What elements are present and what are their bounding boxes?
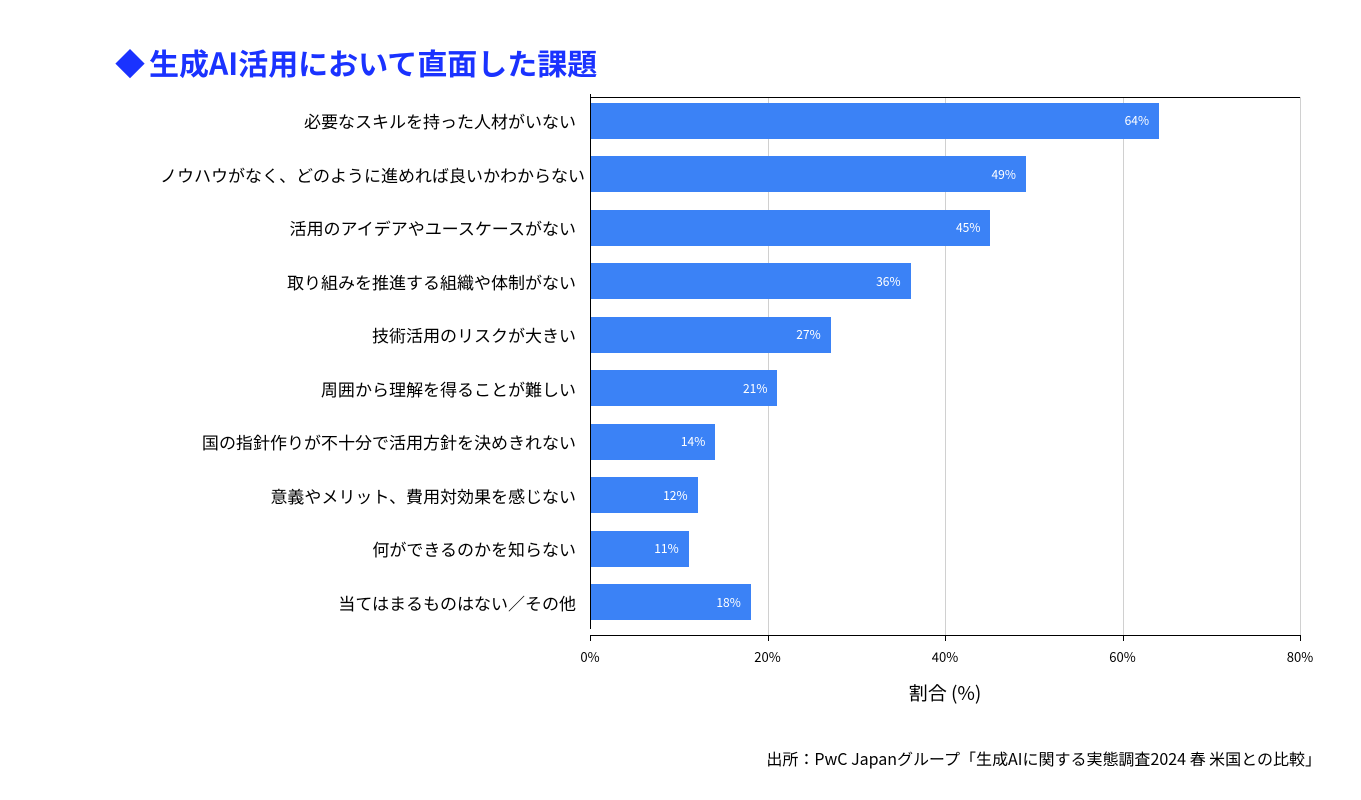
title-text: 生成AI活用において直面した課題 (149, 40, 597, 84)
tick-mark (945, 635, 946, 641)
bar-label: 当てはまるものはない／その他 (160, 590, 590, 615)
bar-track: 11% (590, 522, 1300, 576)
bar-label: 周囲から理解を得ることが難しい (160, 376, 590, 401)
source-text: 出所：PwC Japanグループ「生成AIに関する実態調査2024 春 米国との… (766, 746, 1321, 770)
bar-label: 国の指針作りが不十分で活用方針を決めきれない (160, 429, 590, 454)
bar-value: 18% (716, 594, 740, 611)
bar-row: 何ができるのかを知らない 11% (160, 522, 1320, 576)
bar-track: 64% (590, 94, 1300, 148)
x-tick-label: 0% (580, 647, 599, 666)
bar-label: 何ができるのかを知らない (160, 536, 590, 561)
tick-mark (590, 635, 591, 641)
tick-mark (768, 635, 769, 641)
bar: 14% (591, 424, 715, 460)
x-axis-label: 割合 (%) (590, 679, 1300, 706)
x-tick-label: 60% (1109, 647, 1135, 666)
chart-title: ◆ 生成AI活用において直面した課題 (115, 40, 1321, 84)
x-ticks: 0%20%40%60%80% (590, 635, 1300, 667)
x-tick-label: 20% (754, 647, 780, 666)
bar-track: 36% (590, 255, 1300, 309)
bar: 49% (591, 156, 1026, 192)
bar-label: 技術活用のリスクが大きい (160, 322, 590, 347)
bar: 27% (591, 317, 831, 353)
bar-value: 14% (681, 433, 705, 450)
bar-track: 27% (590, 308, 1300, 362)
bar-value: 11% (654, 540, 678, 557)
bar: 18% (591, 584, 751, 620)
bar-row: 取り組みを推進する組織や体制がない 36% (160, 255, 1320, 309)
bar-row: 国の指針作りが不十分で活用方針を決めきれない 14% (160, 415, 1320, 469)
bar-value: 27% (796, 326, 820, 343)
bar-label: 取り組みを推進する組織や体制がない (160, 269, 590, 294)
bar-label: 必要なスキルを持った人材がいない (160, 108, 590, 133)
bar-track: 18% (590, 576, 1300, 630)
bar-value: 49% (992, 166, 1016, 183)
title-bullet-icon: ◆ (115, 40, 145, 84)
bar-label: 意義やメリット、費用対効果を感じない (160, 483, 590, 508)
bar-value: 36% (876, 273, 900, 290)
bar-value: 12% (663, 487, 687, 504)
chart-area: 必要なスキルを持った人材がいない 64% ノウハウがなく、どのように進めれば良いかわ… (160, 94, 1320, 706)
bar-value: 21% (743, 380, 767, 397)
bar: 64% (591, 103, 1159, 139)
bar-label: ノウハウがなく、どのように進めれば良いかわからない (160, 162, 590, 187)
tick-mark (1300, 635, 1301, 641)
x-tick-label: 40% (932, 647, 958, 666)
bar-track: 12% (590, 469, 1300, 523)
tick-mark (1123, 635, 1124, 641)
bar-track: 45% (590, 201, 1300, 255)
bar: 36% (591, 263, 911, 299)
bar-row: 技術活用のリスクが大きい 27% (160, 308, 1320, 362)
bar-rows: 必要なスキルを持った人材がいない 64% ノウハウがなく、どのように進めれば良いかわ… (160, 94, 1320, 629)
bar-track: 14% (590, 415, 1300, 469)
bar-value: 45% (956, 219, 980, 236)
bar: 11% (591, 531, 689, 567)
bar-row: 意義やメリット、費用対効果を感じない 12% (160, 469, 1320, 523)
bar-row: 活用のアイデアやユースケースがない 45% (160, 201, 1320, 255)
bar-track: 49% (590, 148, 1300, 202)
bar: 21% (591, 370, 777, 406)
bar-row: 必要なスキルを持った人材がいない 64% (160, 94, 1320, 148)
bar-row: 周囲から理解を得ることが難しい 21% (160, 362, 1320, 416)
bar-row: ノウハウがなく、どのように進めれば良いかわからない 49% (160, 148, 1320, 202)
bar-label: 活用のアイデアやユースケースがない (160, 215, 590, 240)
bar-track: 21% (590, 362, 1300, 416)
bar: 12% (591, 477, 698, 513)
bar: 45% (591, 210, 990, 246)
x-tick-label: 80% (1287, 647, 1313, 666)
bar-value: 64% (1125, 112, 1149, 129)
bar-row: 当てはまるものはない／その他 18% (160, 576, 1320, 630)
